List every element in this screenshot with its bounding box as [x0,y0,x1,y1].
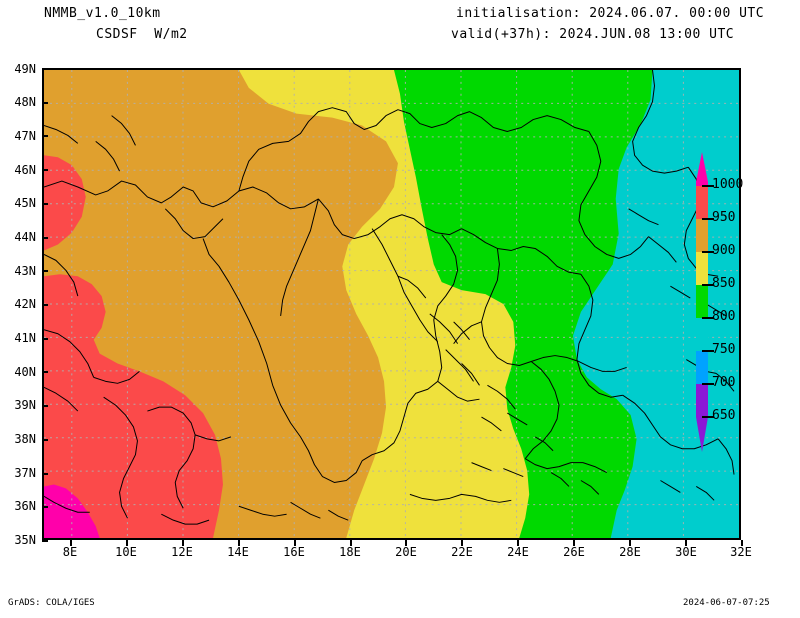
y-tick-label: 47N [14,129,36,143]
colorbar-band-below-650 [696,417,708,452]
colorbar-band-700-750 [696,351,708,384]
y-tick-label: 39N [14,398,36,412]
y-tick-label: 41N [14,331,36,345]
x-tick-mark [69,540,72,546]
x-tick-label: 24E [507,545,529,559]
colorbar-label: 750 [712,342,736,357]
colorbar-tick [702,383,714,385]
colorbar-tick [702,284,714,286]
x-tick-mark [237,540,240,546]
y-tick-label: 37N [14,466,36,480]
initialisation-time: initialisation: 2024.06.07. 00:00 UTC [456,6,765,21]
y-tick-label: 48N [14,95,36,109]
colorbar-label: 700 [712,375,736,390]
colorbar-tick [702,218,714,220]
colorbar-tick [702,251,714,253]
y-tick-label: 46N [14,163,36,177]
y-tick-label: 44N [14,230,36,244]
x-tick-label: 26E [563,545,585,559]
map-plot-area [42,68,741,540]
colorbar: 1000 950 900 850 800 750 700 650 [686,148,744,456]
footer-credit: GrADS: COLA/IGES [8,598,95,608]
y-tick-mark [42,405,48,408]
valid-time: valid(+37h): 2024.JUN.08 13:00 UTC [451,27,735,42]
colorbar-tick [702,317,714,319]
model-title: NMMB_v1.0_10km [44,6,161,21]
colorbar-label: 650 [712,408,736,423]
y-tick-label: 40N [14,365,36,379]
y-tick-mark [42,472,48,475]
x-tick-mark [685,540,688,546]
y-tick-mark [42,236,48,239]
colorbar-label: 800 [712,309,736,324]
y-tick-mark [42,270,48,273]
x-tick-mark [573,540,576,546]
x-tick-label: 16E [283,545,305,559]
colorbar-band-750-800 [696,318,708,351]
x-tick-label: 14E [227,545,249,559]
y-tick-mark [42,371,48,374]
variable-title: CSDSF W/m2 [96,27,188,42]
y-tick-mark [42,202,48,205]
x-tick-label: 32E [730,545,752,559]
y-tick-label: 35N [14,533,36,547]
x-tick-mark [349,540,352,546]
x-tick-label: 12E [171,545,193,559]
colorbar-band-950-1000 [696,186,708,219]
x-tick-mark [741,540,743,546]
x-tick-mark [293,540,296,546]
y-tick-label: 42N [14,297,36,311]
x-tick-mark [181,540,184,546]
y-tick-mark [42,101,48,104]
y-tick-mark [42,304,48,306]
x-tick-label: 8E [62,545,78,559]
colorbar-band-850-900 [696,252,708,285]
y-tick-label: 49N [14,62,36,76]
coastlines-and-borders [44,70,735,525]
colorbar-band-900-950 [696,219,708,252]
map-field-svg [44,70,739,538]
band-950-1000-fill [44,155,86,251]
colorbar-label: 1000 [712,177,744,192]
x-tick-mark [629,540,632,546]
x-tick-label: 30E [675,545,697,559]
y-tick-mark [42,540,48,542]
x-tick-mark [125,540,128,546]
colorbar-band-above-1000-base [696,182,708,186]
y-tick-mark [42,169,48,172]
y-tick-mark [42,337,48,340]
x-tick-label: 18E [339,545,361,559]
x-tick-label: 22E [451,545,473,559]
colorbar-band-above-1000 [696,152,708,182]
y-tick-mark [42,135,48,138]
gridlines [44,70,739,538]
colorbar-label: 950 [712,210,736,225]
colorbar-tick [702,185,714,187]
y-tick-label: 43N [14,264,36,278]
footer-timestamp: 2024-06-07-07:25 [683,598,770,608]
x-tick-label: 20E [395,545,417,559]
x-tick-label: 10E [115,545,137,559]
colorbar-band-800-850 [696,285,708,318]
x-tick-label: 28E [619,545,641,559]
colorbar-label: 850 [712,276,736,291]
colorbar-label: 900 [712,243,736,258]
x-tick-mark [405,540,408,546]
y-tick-label: 45N [14,196,36,210]
colorbar-band-650-700 [696,384,708,417]
y-tick-label: 36N [14,499,36,513]
x-tick-mark [517,540,520,546]
colorbar-tick [702,416,714,418]
x-tick-mark [461,540,464,546]
y-tick-mark [42,438,48,441]
colorbar-tick [702,350,714,352]
y-tick-mark [42,506,48,509]
y-tick-mark [42,68,48,70]
y-tick-label: 38N [14,432,36,446]
colorbar-swatches [696,152,708,452]
